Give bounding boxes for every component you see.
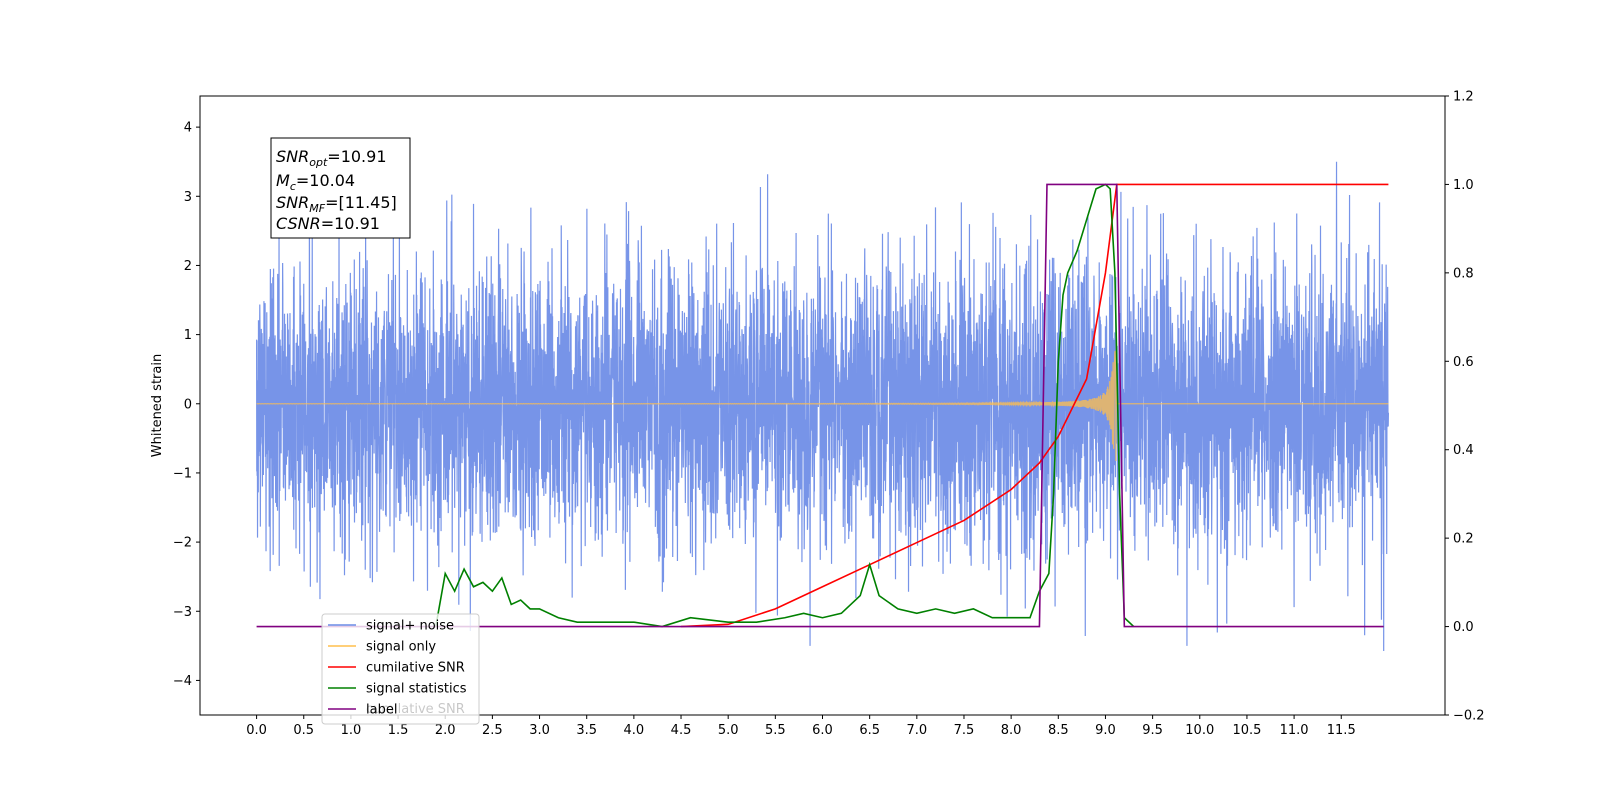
y-tick-label-right: 0.6 (1453, 355, 1474, 370)
y-tick-label-right: 0.4 (1453, 443, 1474, 458)
x-tick-label: 11.0 (1280, 723, 1309, 738)
y-tick-label-left: 2 (184, 259, 192, 274)
x-tick-label: 2.0 (435, 723, 456, 738)
y-axis-label: Whitened strain (150, 354, 165, 457)
legend-ghost-text: cumilative SNR (366, 702, 465, 717)
x-tick-label: 1.0 (341, 723, 362, 738)
x-tick-label: 3.0 (529, 723, 550, 738)
y-tick-label-left: 1 (184, 328, 192, 343)
x-tick-label: 5.0 (718, 723, 739, 738)
x-tick-label: 10.5 (1232, 723, 1261, 738)
x-tick-label: 10.0 (1185, 723, 1214, 738)
annotation-mc: Mc=10.04 (276, 171, 355, 193)
y-tick-label-left: −3 (173, 605, 192, 620)
legend-box (321, 613, 480, 725)
y-tick-label-left: 3 (184, 190, 192, 205)
x-tick-label: 4.0 (624, 723, 645, 738)
x-tick-label: 6.5 (859, 723, 880, 738)
x-tick-label: 11.5 (1327, 723, 1356, 738)
x-tick-label: 2.5 (482, 723, 503, 738)
y-tick-label-left: 0 (184, 397, 192, 412)
legend-label-label: label (366, 703, 397, 718)
x-tick-label: 4.5 (671, 723, 692, 738)
legend-label-signal-only: signal only (366, 640, 436, 655)
legend-label-cumilative-snr: cumilative SNR (366, 661, 465, 676)
x-tick-label: 7.5 (954, 723, 975, 738)
y-tick-label-right: 1.0 (1453, 178, 1474, 193)
y-tick-label-left: −2 (173, 536, 192, 551)
x-tick-label: 9.5 (1142, 723, 1163, 738)
x-tick-label: 0.5 (293, 723, 314, 738)
y-tick-label-left: 4 (184, 121, 192, 136)
series-label (256, 183, 1384, 628)
x-tick-label: 3.5 (576, 723, 597, 738)
annotation-snr-opt: SNRopt=10.91 (276, 147, 387, 169)
series-signal-statistics (435, 183, 1135, 628)
x-tick-label: 5.5 (765, 723, 786, 738)
x-tick-label: 0.0 (246, 723, 267, 738)
annotation-snr-mf: SNRMF=[11.45] (276, 193, 397, 215)
y-tick-label-right: 0.0 (1453, 620, 1474, 635)
legend-label-signal-noise: signal+ noise (366, 619, 454, 634)
y-tick-label-left: −4 (173, 674, 192, 689)
y-tick-label-right: 1.2 (1453, 90, 1474, 105)
x-tick-label: 8.5 (1048, 723, 1069, 738)
series-signal-only (256, 331, 1389, 461)
annotation-box (270, 137, 411, 239)
x-tick-label: 8.0 (1001, 723, 1022, 738)
series-cumilative-snr (680, 183, 1389, 628)
x-tick-label: 9.0 (1095, 723, 1116, 738)
y-tick-label-left: −1 (173, 466, 192, 481)
y-tick-label-right: −0.2 (1453, 709, 1485, 724)
x-tick-label: 6.0 (812, 723, 833, 738)
legend-label-signal-statistics: signal statistics (366, 682, 467, 697)
y-tick-label-right: 0.2 (1453, 532, 1474, 547)
annotation-csnr: CSNR=10.91 (276, 214, 380, 233)
series-signal-noise (255, 161, 1390, 652)
y-tick-label-right: 0.8 (1453, 266, 1474, 281)
x-tick-label: 7.0 (906, 723, 927, 738)
x-tick-label: 1.5 (388, 723, 409, 738)
